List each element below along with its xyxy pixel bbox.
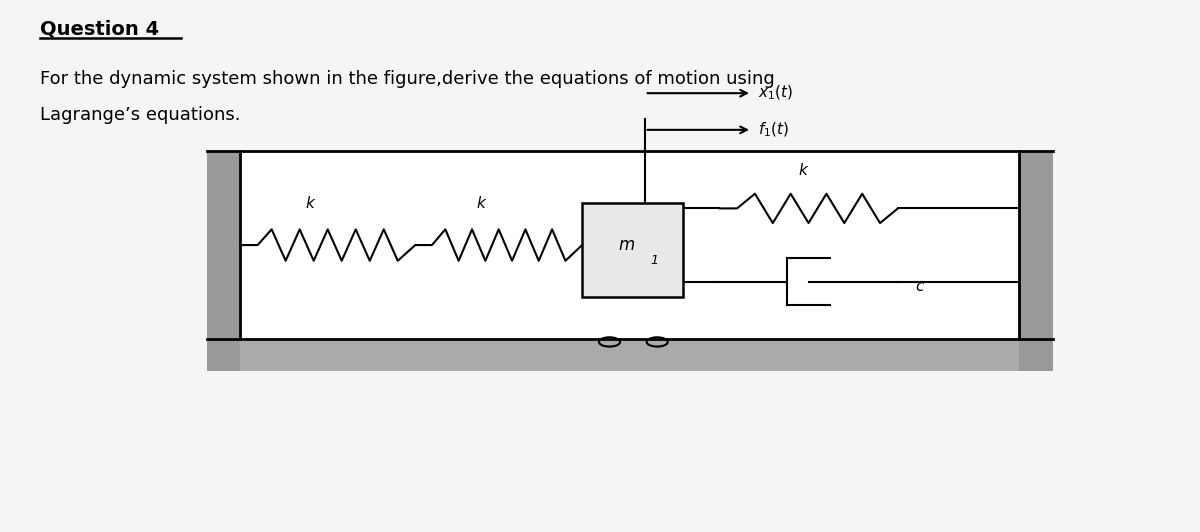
Text: Question 4: Question 4 [40,20,160,39]
Text: k: k [305,196,314,211]
Text: c: c [916,279,924,294]
Text: $f_1(t)$: $f_1(t)$ [758,121,790,139]
Text: k: k [476,196,485,211]
Bar [206,339,1052,371]
Text: Lagrange’s equations.: Lagrange’s equations. [40,106,240,124]
Bar [582,203,684,297]
Bar [240,151,1020,339]
Text: For the dynamic system shown in the figure,derive the equations of motion using: For the dynamic system shown in the figu… [40,70,775,88]
Text: 1: 1 [650,254,659,267]
Bar [1020,151,1052,371]
Text: $x_1(t)$: $x_1(t)$ [758,84,793,102]
Text: m: m [619,236,635,254]
Bar [206,151,240,371]
Text: k: k [798,163,808,178]
